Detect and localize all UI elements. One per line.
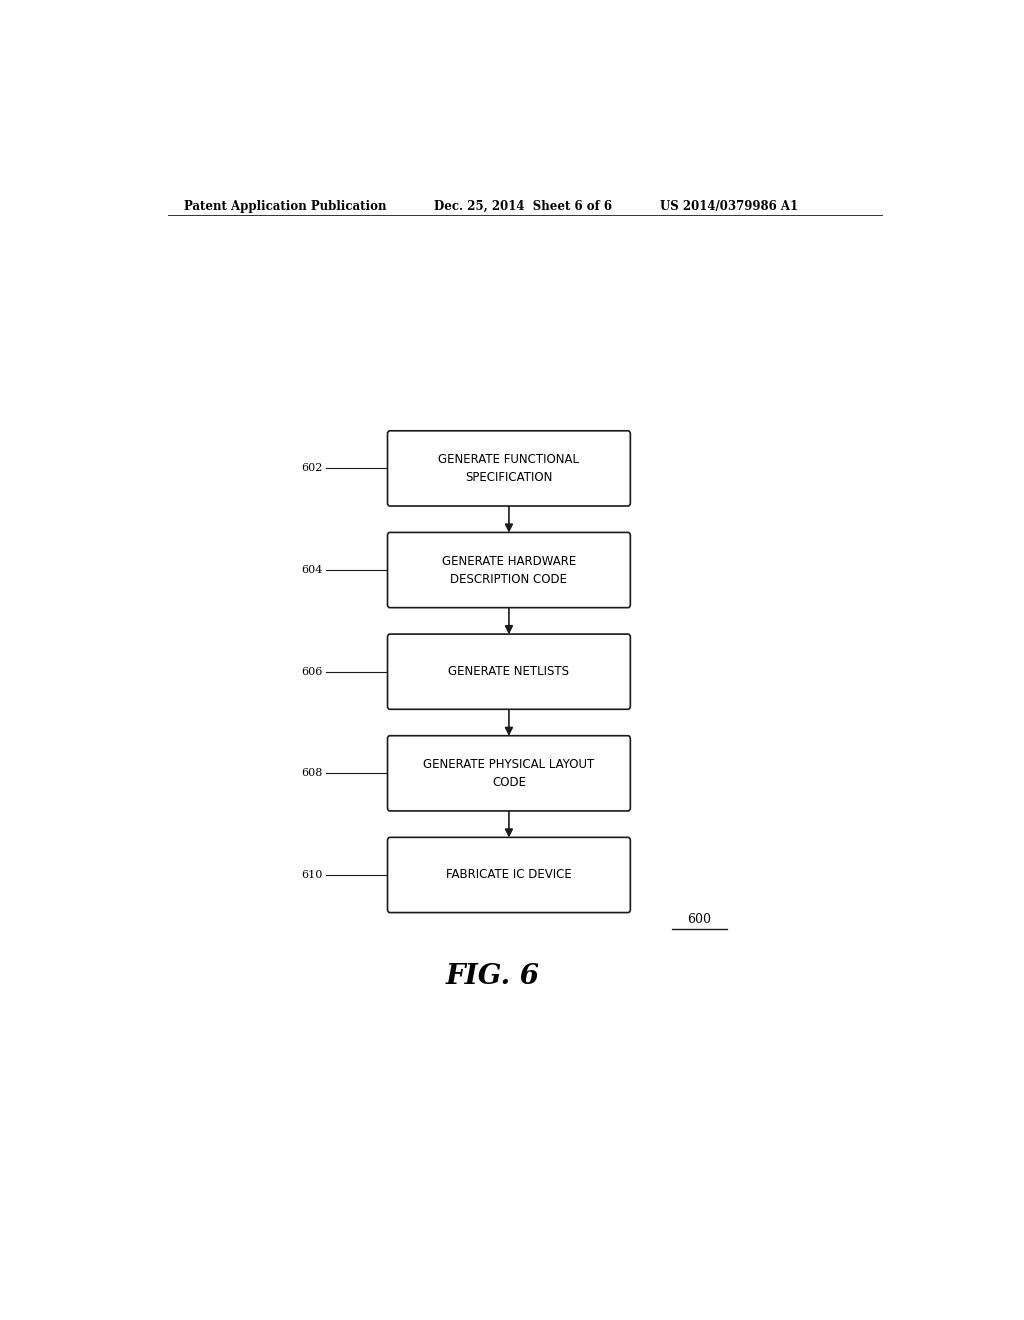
FancyBboxPatch shape (387, 634, 631, 709)
Text: GENERATE PHYSICAL LAYOUT
CODE: GENERATE PHYSICAL LAYOUT CODE (423, 758, 595, 789)
Text: 606: 606 (301, 667, 323, 677)
Text: FABRICATE IC DEVICE: FABRICATE IC DEVICE (446, 869, 571, 882)
Text: 608: 608 (301, 768, 323, 779)
Text: 600: 600 (687, 913, 712, 925)
Text: 604: 604 (301, 565, 323, 576)
Text: US 2014/0379986 A1: US 2014/0379986 A1 (659, 199, 798, 213)
Text: GENERATE HARDWARE
DESCRIPTION CODE: GENERATE HARDWARE DESCRIPTION CODE (441, 554, 577, 586)
FancyBboxPatch shape (387, 735, 631, 810)
Text: GENERATE FUNCTIONAL
SPECIFICATION: GENERATE FUNCTIONAL SPECIFICATION (438, 453, 580, 484)
Text: GENERATE NETLISTS: GENERATE NETLISTS (449, 665, 569, 678)
FancyBboxPatch shape (387, 837, 631, 912)
Text: FIG. 6: FIG. 6 (446, 964, 540, 990)
FancyBboxPatch shape (387, 430, 631, 506)
Text: 610: 610 (301, 870, 323, 880)
Text: 602: 602 (301, 463, 323, 474)
FancyBboxPatch shape (387, 532, 631, 607)
Text: Dec. 25, 2014  Sheet 6 of 6: Dec. 25, 2014 Sheet 6 of 6 (433, 199, 611, 213)
Text: Patent Application Publication: Patent Application Publication (183, 199, 386, 213)
